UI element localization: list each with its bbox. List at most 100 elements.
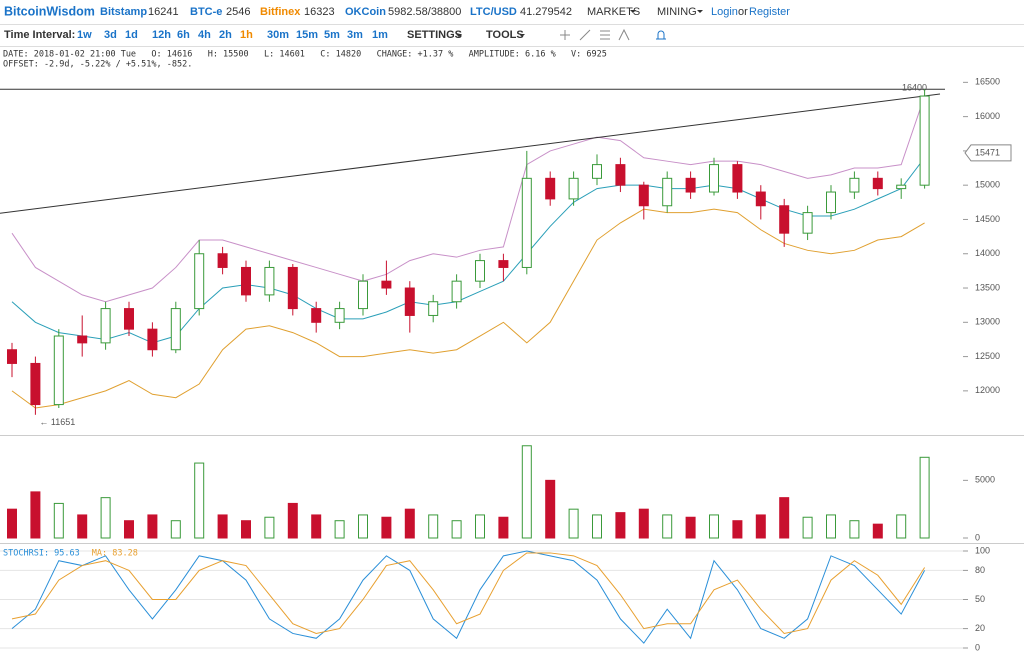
- trendline: [0, 93, 941, 214]
- tools[interactable]: TOOLS: [486, 29, 524, 41]
- interval[interactable]: 30m: [267, 29, 289, 41]
- volume-bar: [521, 445, 532, 539]
- ticker-name[interactable]: LTC/USD: [470, 6, 517, 18]
- price-marker: 15471: [975, 147, 1000, 157]
- volume-bar: [802, 516, 813, 539]
- candle-body: [802, 212, 813, 234]
- volume-bar: [919, 456, 930, 539]
- hline-label: 16400: [902, 83, 927, 93]
- candle-body: [381, 280, 392, 289]
- candle-body: [30, 362, 41, 406]
- candle-body: [872, 177, 883, 190]
- register[interactable]: Register: [749, 6, 790, 18]
- brand[interactable]: BitcoinWisdom: [4, 4, 95, 18]
- legend-label: MA: 83.28: [92, 549, 138, 559]
- candle-body: [615, 164, 626, 186]
- info-line: OFFSET: -2.9d, -5.22% / +5.51%, -852.: [3, 60, 192, 70]
- y-tick-label: 13000: [975, 317, 1000, 327]
- y-tick-label: 80: [975, 565, 985, 575]
- candle-body: [358, 280, 368, 310]
- interval[interactable]: 5m: [324, 29, 340, 41]
- interval[interactable]: 3d: [104, 29, 117, 41]
- ticker-price: 5982.58/38800: [388, 6, 461, 18]
- low-marker: ← 11651: [39, 417, 75, 427]
- volume-bar: [896, 514, 907, 539]
- interval[interactable]: 1m: [372, 29, 388, 41]
- candle-body: [194, 253, 205, 310]
- volume-bar: [404, 508, 415, 539]
- candle-body: [170, 308, 181, 351]
- interval-label: Time Interval:: [4, 29, 75, 41]
- volume-bar: [638, 508, 649, 539]
- candle-body: [124, 308, 134, 330]
- y-tick-label: 12000: [975, 385, 1000, 395]
- interval[interactable]: 12h: [152, 29, 171, 41]
- y-tick-label: 50: [975, 594, 985, 604]
- volume-bar: [428, 514, 439, 539]
- volume-bar: [194, 462, 205, 539]
- volume-bar: [217, 514, 228, 539]
- volume-bar: [755, 514, 766, 539]
- y-tick-label: 20: [975, 623, 985, 633]
- interval[interactable]: 1w: [77, 29, 92, 41]
- volume-bar: [7, 508, 17, 539]
- ticker-price: 2546: [226, 6, 250, 18]
- login[interactable]: Login: [711, 6, 738, 18]
- settings[interactable]: SETTINGS: [407, 29, 462, 41]
- interval[interactable]: 2h: [219, 29, 232, 41]
- ticker-price: 16241: [148, 6, 179, 18]
- candle-body: [919, 95, 930, 186]
- candle-body: [451, 280, 462, 303]
- y-tick-label: 0: [975, 642, 980, 652]
- volume-bar: [709, 514, 719, 539]
- volume-bar: [287, 502, 298, 539]
- volume-bar: [53, 502, 64, 539]
- volume-bar: [381, 516, 392, 539]
- volume-bar: [662, 514, 673, 539]
- volume-bar: [872, 523, 883, 539]
- candle-body: [521, 177, 532, 268]
- volume-bar: [100, 497, 111, 539]
- menu[interactable]: MINING: [657, 6, 697, 18]
- volume-bar: [685, 516, 696, 539]
- volume-bar: [334, 520, 345, 539]
- menu[interactable]: MARKETS: [587, 6, 640, 18]
- interval[interactable]: 3m: [347, 29, 363, 41]
- y-tick-label: 16500: [975, 77, 1000, 87]
- volume-bar: [124, 520, 134, 539]
- interval[interactable]: 6h: [177, 29, 190, 41]
- candle-body: [755, 191, 766, 207]
- interval[interactable]: 1h: [240, 29, 253, 41]
- candle-body: [100, 308, 111, 344]
- volume-bar: [311, 514, 322, 539]
- candle-body: [685, 177, 696, 193]
- candle-body: [475, 260, 485, 282]
- interval[interactable]: 1d: [125, 29, 138, 41]
- interval[interactable]: 4h: [198, 29, 211, 41]
- volume-bar: [30, 491, 41, 539]
- candle-body: [77, 335, 88, 344]
- volume-bar: [170, 520, 181, 539]
- volume-bar: [545, 479, 556, 539]
- candle-body: [264, 266, 275, 296]
- y-tick-label: 13500: [975, 282, 1000, 292]
- volume-bar: [592, 514, 602, 539]
- band-line: [11, 157, 925, 344]
- tool-icons: [560, 28, 666, 41]
- volume-bar: [451, 520, 462, 539]
- volume-bar: [77, 514, 88, 539]
- y-tick-label: 14000: [975, 248, 1000, 258]
- candle-body: [849, 177, 860, 193]
- candle-body: [404, 287, 415, 316]
- ticker-name[interactable]: Bitfinex: [260, 6, 301, 18]
- info-line: DATE: 2018-01-02 21:00 Tue O: 14616 H: 1…: [3, 50, 607, 60]
- candle-body: [53, 335, 64, 406]
- y-tick-label: 100: [975, 545, 990, 555]
- candle-body: [545, 177, 556, 200]
- ticker-name[interactable]: Bitstamp: [100, 6, 147, 18]
- price-marker-box: [964, 144, 1012, 162]
- ticker-name[interactable]: OKCoin: [345, 6, 386, 18]
- interval[interactable]: 15m: [296, 29, 318, 41]
- ticker-name[interactable]: BTC-e: [190, 6, 222, 18]
